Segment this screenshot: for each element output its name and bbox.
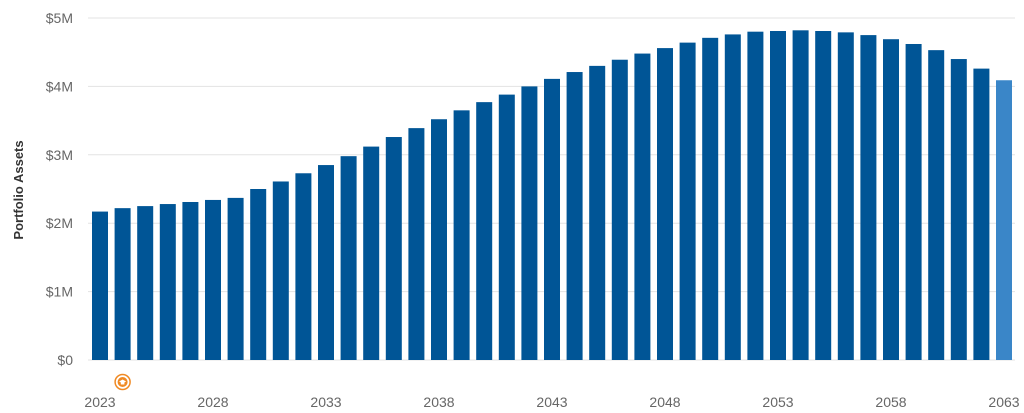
bar-2059[interactable] xyxy=(905,43,922,360)
bar-2026[interactable] xyxy=(159,204,176,360)
bar-2036[interactable] xyxy=(385,137,402,360)
x-tick-label-2023: 2023 xyxy=(84,394,115,410)
bar-2052[interactable] xyxy=(747,31,764,361)
x-tick-label-2028: 2028 xyxy=(197,394,228,410)
bar-2055[interactable] xyxy=(815,30,832,360)
x-tick-label-2063: 2063 xyxy=(988,394,1019,410)
bar-2027[interactable] xyxy=(182,201,199,360)
bar-2030[interactable] xyxy=(250,189,267,360)
bar-2046[interactable] xyxy=(611,59,628,360)
bar-2025[interactable] xyxy=(137,206,154,360)
x-tick-label-2033: 2033 xyxy=(310,394,341,410)
y-tick-label-5: $5M xyxy=(46,10,73,26)
bars xyxy=(92,30,1012,361)
bar-2057[interactable] xyxy=(860,35,877,360)
x-tick-label-2053: 2053 xyxy=(762,394,793,410)
bar-2053[interactable] xyxy=(770,30,786,360)
bar-2045[interactable] xyxy=(589,65,606,360)
graduation-cap-icon[interactable] xyxy=(114,373,131,391)
bar-2050[interactable] xyxy=(702,37,719,360)
bar-2023[interactable] xyxy=(92,211,108,360)
bar-2032[interactable] xyxy=(295,173,312,360)
x-tick-label-2058: 2058 xyxy=(875,394,906,410)
bar-2031[interactable] xyxy=(272,181,289,360)
y-tick-label-2: $2M xyxy=(46,215,73,231)
bar-2044[interactable] xyxy=(566,72,583,360)
y-tick-label-0: $0 xyxy=(57,352,73,368)
y-tick-label-1: $1M xyxy=(46,284,73,300)
bar-2043[interactable] xyxy=(544,78,560,360)
bar-2048[interactable] xyxy=(657,48,673,360)
bar-2035[interactable] xyxy=(363,146,380,360)
bar-2060[interactable] xyxy=(928,50,945,360)
bar-2039[interactable] xyxy=(453,110,470,360)
bar-2058[interactable] xyxy=(883,39,899,360)
y-axis-title: Portfolio Assets xyxy=(11,140,26,239)
bar-2038[interactable] xyxy=(431,119,447,361)
bar-2041[interactable] xyxy=(498,94,515,360)
bar-2063[interactable] xyxy=(996,80,1012,360)
x-tick-label-2038: 2038 xyxy=(423,394,454,410)
bar-2062[interactable] xyxy=(973,68,990,360)
bar-2047[interactable] xyxy=(634,53,651,361)
bar-2034[interactable] xyxy=(340,156,357,360)
x-tick-label-2043: 2043 xyxy=(536,394,567,410)
y-tick-label-4: $4M xyxy=(46,78,73,94)
milestone-marker[interactable] xyxy=(114,373,131,391)
y-axis-ticks: $0 $1M $2M $3M $4M $5M xyxy=(46,10,73,368)
bar-2028[interactable] xyxy=(205,199,221,360)
bar-2024[interactable] xyxy=(114,208,131,360)
x-tick-label-2048: 2048 xyxy=(649,394,680,410)
bar-2054[interactable] xyxy=(792,30,809,360)
bar-2056[interactable] xyxy=(837,32,854,360)
bar-2040[interactable] xyxy=(476,102,493,360)
bar-2037[interactable] xyxy=(408,128,425,360)
bar-2049[interactable] xyxy=(679,42,696,361)
bar-2051[interactable] xyxy=(724,34,741,360)
bar-2033[interactable] xyxy=(318,165,334,360)
bar-2029[interactable] xyxy=(227,197,244,360)
bar-2061[interactable] xyxy=(950,59,967,360)
y-tick-label-3: $3M xyxy=(46,147,73,163)
bar-2042[interactable] xyxy=(521,86,538,361)
x-axis-ticks: 2023 2028 2033 2038 2043 2048 2053 2058 2063 xyxy=(84,394,1019,410)
